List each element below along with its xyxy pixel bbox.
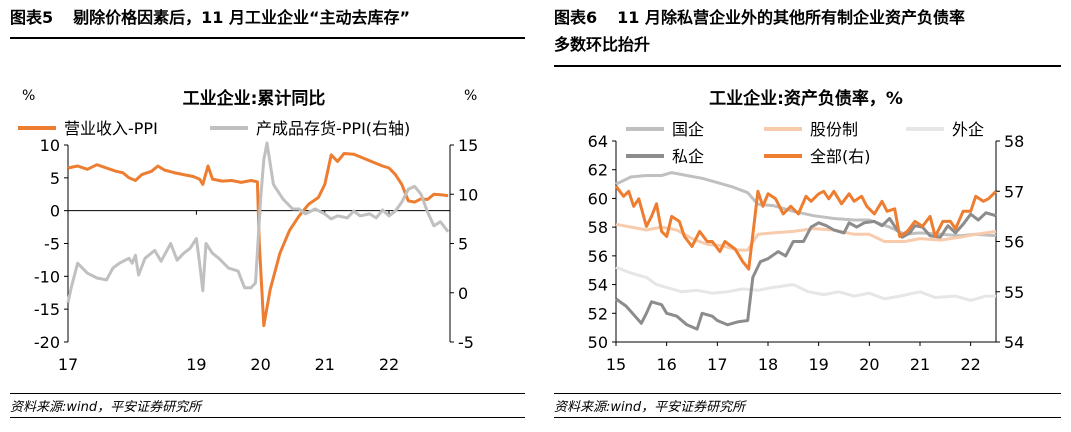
left-tick-label: 60 — [588, 189, 608, 208]
left-tick-label: -20 — [34, 333, 60, 352]
series-line-5 — [614, 185, 998, 271]
figure6-top-rule — [554, 65, 1061, 67]
x-tick-label: 17 — [58, 355, 78, 374]
x-tick-label: 22 — [960, 355, 980, 374]
figure5-chart: 工业企业:累计同比% % 10 5 0 -5 -10 -15 -20 15 10 5 0 -5 17 19 20… — [18, 88, 478, 374]
right-tick-label: 10 — [458, 185, 478, 204]
right-tick-label: 56 — [1004, 233, 1024, 252]
figure6-title: 图表6 11 月除私营企业外的其他所有制企业资产负债率 — [554, 6, 965, 30]
legend-label: 产成品存货-PPI(右轴) — [256, 119, 410, 138]
series-line-1 — [615, 171, 997, 238]
right-tick-label: 55 — [1004, 283, 1024, 302]
figure6-end-rule — [554, 417, 1061, 418]
left-tick-label: -10 — [34, 267, 60, 286]
left-tick-label: 50 — [588, 333, 608, 352]
left-tick-label: 64 — [588, 132, 608, 151]
left-tick-label: 52 — [588, 304, 608, 323]
left-tick-label: 5 — [50, 169, 60, 188]
left-tick-label: 58 — [588, 218, 608, 237]
x-tick-label: 20 — [859, 355, 879, 374]
x-tick-label: 18 — [758, 355, 778, 374]
legend-label: 营业收入-PPI — [64, 119, 158, 138]
left-tick-label: -5 — [44, 235, 60, 254]
left-tick-label: 62 — [588, 161, 608, 180]
series-line-2 — [615, 222, 997, 252]
figure6-heading-line2: 多数环比抬升 — [554, 35, 651, 54]
figure5-top-rule — [10, 37, 525, 39]
x-tick-label: 20 — [250, 355, 270, 374]
figure6-heading-line1: 11 月除私营企业外的其他所有制企业资产负债率 — [617, 8, 965, 27]
figure5-source: 资料来源:wind，平安证券研究所 — [10, 400, 202, 415]
legend-label: 外企 — [952, 120, 984, 139]
figure6-panel: 图表6 11 月除私营企业外的其他所有制企业资产负债率 多数环比抬升 工业企业:资… — [554, 0, 1061, 432]
x-tick-label: 19 — [186, 355, 206, 374]
chart-title: 工业企业:资产负债率，% — [709, 88, 903, 109]
series-line-3 — [615, 265, 996, 302]
right-axis-unit: % — [464, 88, 477, 104]
figure5-end-rule — [10, 417, 525, 418]
x-tick-label: 17 — [707, 355, 727, 374]
right-tick-label: 57 — [1004, 182, 1024, 201]
legend-label: 股份制 — [810, 120, 858, 139]
legend-label: 国企 — [672, 120, 704, 139]
right-tick-label: -5 — [458, 333, 474, 352]
legend-label: 私企 — [672, 147, 704, 166]
left-tick-label: -15 — [34, 300, 60, 319]
figure6-chart: 工业企业:资产负债率，% 64 62 60 58 56 54 52 50 58 57 56 55 54 15… — [588, 88, 1025, 374]
figure5-label: 图表5 — [10, 8, 54, 27]
right-tick-label: 54 — [1004, 333, 1024, 352]
x-tick-label: 21 — [315, 355, 335, 374]
right-tick-label: 15 — [458, 136, 478, 155]
x-tick-label: 15 — [606, 355, 626, 374]
figure6-bottom-rule — [554, 393, 1061, 394]
right-tick-label: 58 — [1004, 132, 1024, 151]
x-tick-label: 19 — [808, 355, 828, 374]
x-tick-label: 16 — [656, 355, 676, 374]
figure6-label: 图表6 — [554, 8, 598, 27]
left-tick-label: 56 — [588, 247, 608, 266]
legend-label: 全部(右) — [810, 147, 871, 166]
series-line-2 — [66, 141, 450, 303]
figure6-source: 资料来源:wind，平安证券研究所 — [554, 400, 746, 415]
right-tick-label: 5 — [458, 235, 468, 254]
left-tick-label: 54 — [588, 276, 608, 295]
figure5-bottom-rule — [10, 393, 525, 394]
x-tick-label: 22 — [379, 355, 399, 374]
figure5-title: 图表5 剔除价格因素后，11 月工业企业“主动去库存” — [10, 6, 410, 30]
left-tick-label: 0 — [50, 202, 60, 221]
left-tick-label: 10 — [40, 136, 60, 155]
x-tick-label: 21 — [910, 355, 930, 374]
left-axis-unit: % — [22, 88, 35, 104]
series-line-4 — [615, 211, 997, 331]
right-tick-label: 0 — [458, 284, 468, 303]
figure5-heading: 剔除价格因素后，11 月工业企业“主动去库存” — [73, 8, 411, 27]
figure5-panel: 图表5 剔除价格因素后，11 月工业企业“主动去库存” 工业企业:累计同比%% 10… — [10, 0, 525, 432]
chart-title: 工业企业:累计同比 — [183, 88, 326, 109]
